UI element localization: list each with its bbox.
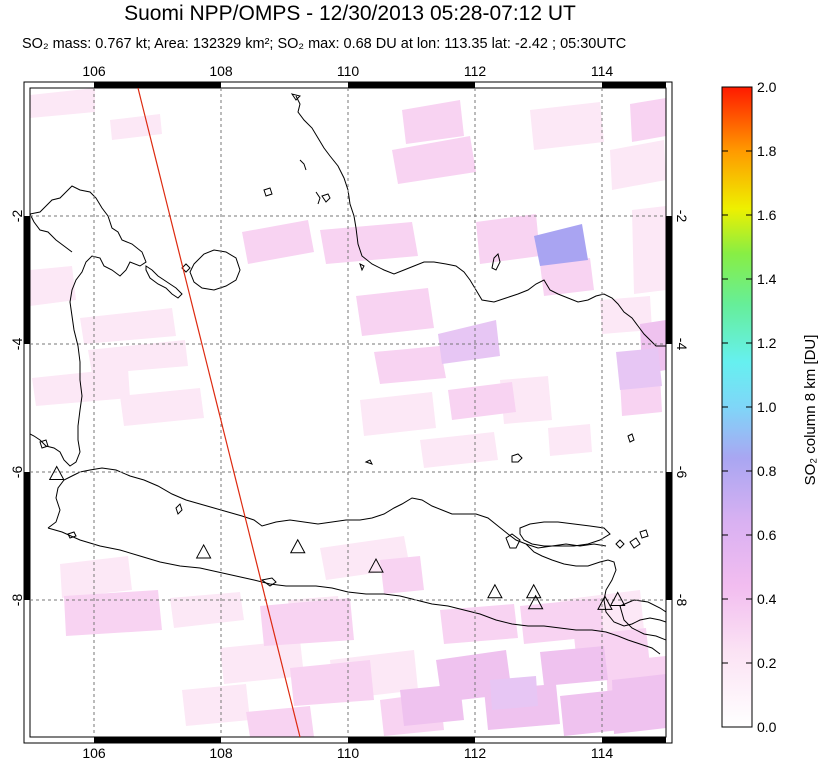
volcano-marker-icon (525, 583, 542, 599)
lat-tick-left-8: -8 (9, 594, 25, 607)
volcano-marker-icon (48, 465, 65, 481)
orbit-track-line (137, 87, 301, 738)
volcano-marker-icon (195, 543, 212, 559)
lon-tick-labels: 106 108 110 112 114 106 108 110 112 114 (82, 63, 613, 759)
lon-tick-top-106: 106 (82, 63, 106, 79)
lon-tick-bottom-114: 114 (591, 745, 614, 759)
colorbar-tick-1: 0.2 (757, 655, 777, 671)
lon-tick-top-112: 112 (464, 63, 487, 79)
colorbar-tick-9: 1.8 (757, 143, 777, 159)
lon-tick-top-108: 108 (209, 63, 233, 79)
lon-tick-top-110: 110 (337, 63, 360, 79)
colorbar-tick-3: 0.6 (757, 527, 777, 543)
volcano-marker-icon (597, 595, 613, 610)
volcano-marker-icon (289, 538, 306, 554)
lat-tick-left-2: -2 (9, 210, 25, 223)
colorbar-tick-8: 1.6 (757, 207, 777, 223)
lat-tick-right-4: -4 (674, 338, 690, 351)
volcano-marker-icon (487, 583, 503, 599)
colorbar-tick-7: 1.4 (757, 271, 777, 287)
colorbar-tick-0: 0.0 (757, 719, 777, 735)
lat-tick-labels: -2 -4 -6 -8 -2 -4 -6 -8 (9, 210, 690, 607)
lat-tick-right-8: -8 (674, 594, 690, 607)
lon-tick-bottom-112: 112 (464, 745, 487, 759)
frame-bars (24, 82, 672, 743)
colorbar-tick-6: 1.2 (757, 335, 777, 351)
so2-pixel-layer (30, 88, 666, 737)
colorbar-tick-5: 1.0 (757, 399, 777, 415)
volcano-layer (48, 465, 626, 610)
colorbar-label: SO₂ column 8 km [DU] (802, 335, 819, 486)
colorbar-tick-labels: 0.0 0.2 0.4 0.6 0.8 1.0 1.2 1.4 1.6 1.8 … (757, 79, 777, 735)
lat-tick-left-4: -4 (9, 338, 25, 351)
colorbar-tick-2: 0.4 (757, 591, 777, 607)
volcano-marker-icon (527, 594, 544, 610)
colorbar-tick-10: 2.0 (757, 79, 777, 95)
lon-tick-bottom-110: 110 (337, 745, 360, 759)
lat-tick-right-6: -6 (674, 466, 690, 479)
lon-tick-bottom-108: 108 (209, 745, 233, 759)
colorbar-tick-4: 0.8 (757, 463, 777, 479)
lon-tick-bottom-106: 106 (82, 745, 106, 759)
colorbar-ticks (722, 150, 752, 728)
map-title: Suomi NPP/OMPS - 12/30/2013 05:28-07:12 … (124, 2, 576, 25)
lon-tick-top-114: 114 (591, 63, 614, 79)
lat-tick-right-2: -2 (674, 210, 690, 223)
lat-tick-left-6: -6 (9, 466, 25, 479)
map-subtitle: SO₂ mass: 0.767 kt; Area: 132329 km²; SO… (22, 36, 627, 52)
volcano-marker-icon (368, 558, 384, 573)
coastline-layer (30, 93, 666, 655)
volcano-marker-icon (609, 591, 626, 606)
gridlines (30, 88, 666, 737)
